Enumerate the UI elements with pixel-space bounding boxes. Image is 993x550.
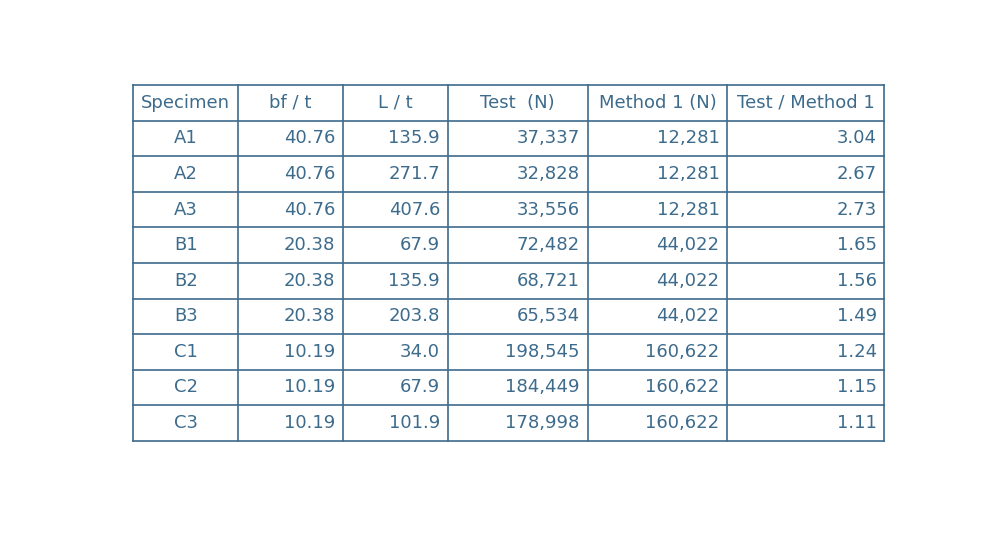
Text: 271.7: 271.7 xyxy=(388,165,440,183)
Text: 44,022: 44,022 xyxy=(656,236,720,254)
Text: 67.9: 67.9 xyxy=(400,378,440,397)
Text: 1.56: 1.56 xyxy=(837,272,877,290)
Text: 1.15: 1.15 xyxy=(837,378,877,397)
Text: 1.11: 1.11 xyxy=(837,414,877,432)
Text: 12,281: 12,281 xyxy=(656,165,720,183)
Text: Specimen: Specimen xyxy=(141,94,230,112)
Text: 34.0: 34.0 xyxy=(400,343,440,361)
Text: 67.9: 67.9 xyxy=(400,236,440,254)
Text: 44,022: 44,022 xyxy=(656,272,720,290)
Text: 407.6: 407.6 xyxy=(388,201,440,218)
Text: C3: C3 xyxy=(174,414,198,432)
Text: 20.38: 20.38 xyxy=(284,307,336,325)
Text: 65,534: 65,534 xyxy=(516,307,580,325)
Text: C2: C2 xyxy=(174,378,198,397)
Text: 1.65: 1.65 xyxy=(837,236,877,254)
Text: 12,281: 12,281 xyxy=(656,129,720,147)
Text: 10.19: 10.19 xyxy=(284,414,336,432)
Text: bf / t: bf / t xyxy=(269,94,312,112)
Text: 32,828: 32,828 xyxy=(516,165,580,183)
Text: Test / Method 1: Test / Method 1 xyxy=(737,94,875,112)
Text: L / t: L / t xyxy=(378,94,413,112)
Text: 37,337: 37,337 xyxy=(516,129,580,147)
Text: Test  (N): Test (N) xyxy=(481,94,555,112)
Text: 40.76: 40.76 xyxy=(284,201,336,218)
Text: C1: C1 xyxy=(174,343,198,361)
Text: 203.8: 203.8 xyxy=(388,307,440,325)
Text: Method 1 (N): Method 1 (N) xyxy=(599,94,716,112)
Text: 72,482: 72,482 xyxy=(516,236,580,254)
Text: 2.73: 2.73 xyxy=(836,201,877,218)
Text: 33,556: 33,556 xyxy=(516,201,580,218)
Text: 20.38: 20.38 xyxy=(284,236,336,254)
Text: 198,545: 198,545 xyxy=(505,343,580,361)
Text: 10.19: 10.19 xyxy=(284,343,336,361)
Text: 178,998: 178,998 xyxy=(505,414,580,432)
Text: 184,449: 184,449 xyxy=(505,378,580,397)
Text: 1.24: 1.24 xyxy=(837,343,877,361)
Text: 135.9: 135.9 xyxy=(388,272,440,290)
Text: B1: B1 xyxy=(174,236,198,254)
Text: 68,721: 68,721 xyxy=(517,272,580,290)
Text: 160,622: 160,622 xyxy=(645,378,720,397)
Text: 101.9: 101.9 xyxy=(389,414,440,432)
Text: A1: A1 xyxy=(174,129,198,147)
Text: 3.04: 3.04 xyxy=(837,129,877,147)
Text: 135.9: 135.9 xyxy=(388,129,440,147)
Text: 10.19: 10.19 xyxy=(284,378,336,397)
Text: A2: A2 xyxy=(174,165,198,183)
Text: 44,022: 44,022 xyxy=(656,307,720,325)
Text: 12,281: 12,281 xyxy=(656,201,720,218)
Text: 40.76: 40.76 xyxy=(284,129,336,147)
Text: B3: B3 xyxy=(174,307,198,325)
Text: 160,622: 160,622 xyxy=(645,414,720,432)
Text: A3: A3 xyxy=(174,201,198,218)
Text: 20.38: 20.38 xyxy=(284,272,336,290)
Text: 40.76: 40.76 xyxy=(284,165,336,183)
Text: 160,622: 160,622 xyxy=(645,343,720,361)
Text: B2: B2 xyxy=(174,272,198,290)
Text: 2.67: 2.67 xyxy=(837,165,877,183)
Text: 1.49: 1.49 xyxy=(837,307,877,325)
